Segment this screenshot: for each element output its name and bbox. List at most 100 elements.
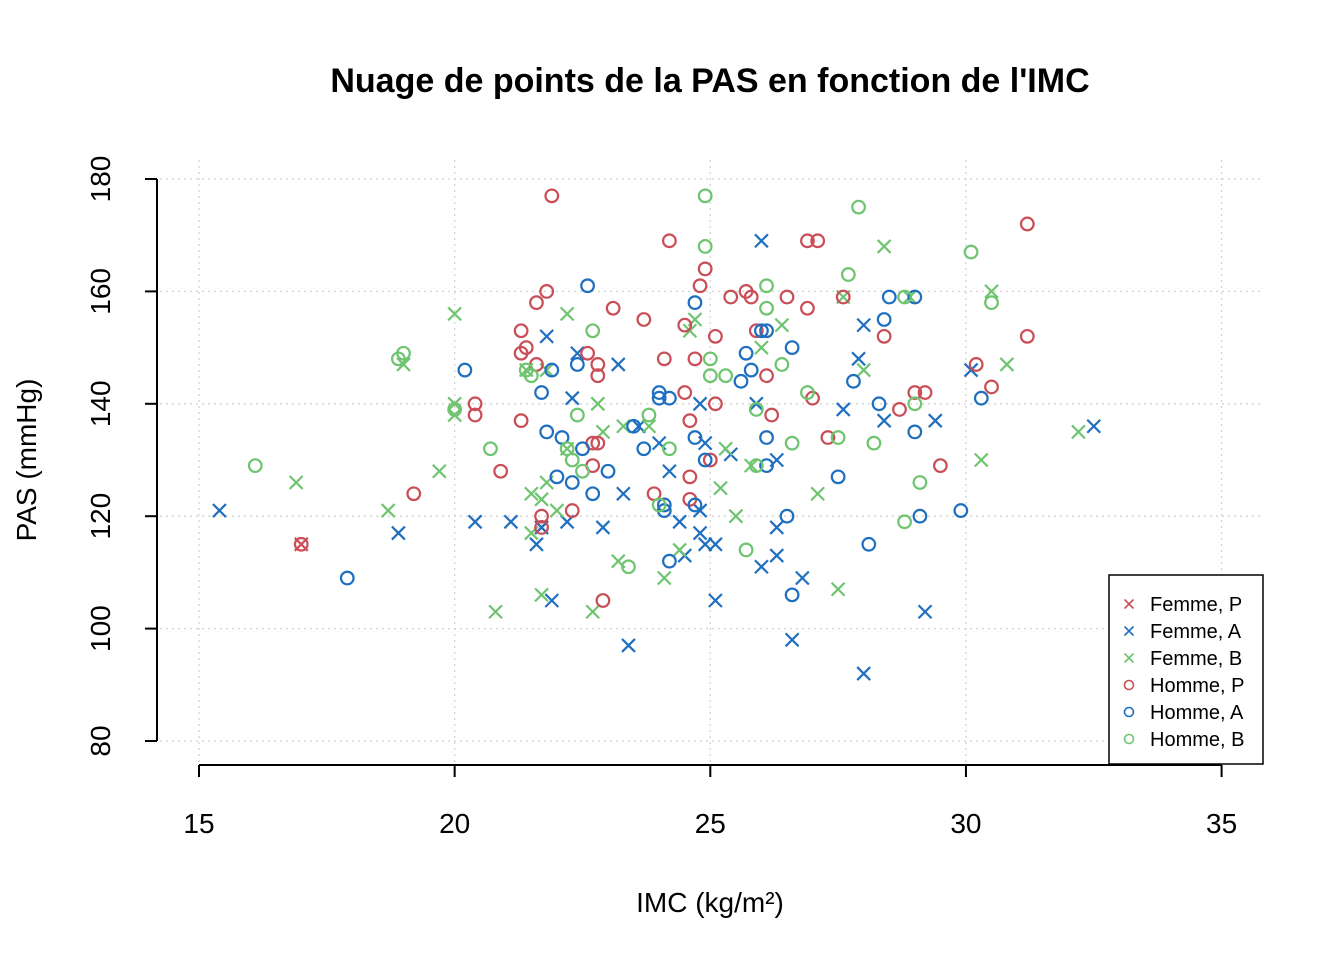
data-point-cross [974, 452, 989, 468]
data-point-cross [621, 638, 636, 653]
data-point-circle [876, 312, 892, 327]
legend-marker [1123, 625, 1135, 637]
data-point-circle [677, 317, 693, 333]
data-point-cross [544, 593, 560, 608]
data-point-circle [687, 295, 703, 311]
data-point-cross [876, 413, 892, 428]
data-point-cross [692, 503, 708, 518]
data-point-circle [396, 345, 411, 361]
data-point-circle [912, 508, 928, 524]
y-tick-label: 180 [85, 156, 116, 203]
data-point-circle [1019, 216, 1035, 232]
data-point-circle [523, 368, 539, 384]
y-tick-label: 100 [85, 605, 116, 652]
data-point-circle [590, 368, 606, 384]
data-point-cross [524, 486, 539, 501]
data-point-circle [912, 475, 928, 490]
data-point-cross [769, 548, 785, 563]
legend-label: Femme, B [1150, 648, 1242, 670]
data-point-cross [784, 632, 800, 648]
data-point-circle [800, 233, 815, 249]
data-point-cross [616, 486, 631, 501]
data-point-cross [641, 419, 657, 434]
data-point-circle [569, 407, 585, 423]
data-point-circle [743, 362, 759, 378]
data-point-circle [467, 396, 483, 412]
data-point-cross [856, 317, 871, 333]
data-point-circle [483, 441, 498, 457]
data-point-cross [697, 537, 713, 552]
data-point-circle [656, 497, 672, 513]
data-point-circle [759, 300, 774, 316]
data-point-cross [692, 396, 708, 412]
x-tick-label: 30 [950, 808, 981, 839]
data-point-cross [830, 581, 846, 597]
data-point-circle [973, 390, 989, 406]
data-point-circle [932, 458, 948, 474]
data-point-circle [651, 390, 667, 406]
data-point-circle [641, 407, 657, 423]
data-point-cross [835, 402, 851, 417]
data-point-circle [677, 385, 693, 400]
data-point-circle [748, 323, 764, 339]
data-point-cross [851, 351, 866, 367]
data-point-cross [467, 514, 483, 530]
data-point-circle [605, 300, 621, 316]
data-point-circle [564, 475, 580, 490]
data-point-circle [800, 385, 815, 400]
data-point-circle [534, 385, 549, 400]
y-axis-label: PAS (mmHg) [11, 379, 42, 542]
x-tick-label: 25 [695, 808, 726, 839]
legend-marker [1123, 733, 1135, 745]
legend-marker [1123, 652, 1135, 664]
chart-title: Nuage de points de la PAS en fonction de… [330, 62, 1089, 100]
data-point-circle [247, 458, 263, 474]
data-point-cross [447, 306, 462, 322]
axes: 15 20 25 30 35 80 100 120 140 160 180 [85, 156, 1237, 839]
legend-marker [1123, 679, 1135, 691]
data-point-circle [1019, 328, 1035, 344]
data-point-cross [692, 525, 708, 541]
data-point-circle [881, 289, 897, 305]
data-point-circle [406, 486, 422, 502]
data-point-cross [902, 289, 917, 305]
y-tick-label: 120 [85, 493, 116, 540]
data-point-circle [840, 267, 856, 282]
legend-label: Femme, A [1150, 621, 1242, 643]
data-point-cross [559, 306, 575, 322]
data-point-cross [539, 329, 554, 344]
data-point-circle [457, 362, 473, 378]
data-point-cross [564, 390, 580, 406]
data-point-circle [846, 373, 861, 389]
data-point-circle [759, 430, 774, 445]
data-point-circle [621, 559, 636, 575]
data-point-cross [585, 604, 600, 620]
data-point-circle [892, 402, 907, 417]
data-point-circle [968, 357, 984, 372]
legend-label: Homme, B [1150, 729, 1244, 751]
data-point-circle [600, 463, 616, 479]
data-point-cross [534, 492, 549, 507]
data-point-circle [723, 289, 739, 305]
data-point-cross [682, 323, 698, 339]
data-point-cross [380, 503, 396, 518]
data-point-circle [748, 458, 764, 474]
data-point-circle [590, 357, 606, 372]
data-point-cross [927, 413, 943, 428]
data-point-cross [534, 587, 549, 603]
data-point-circle [564, 503, 580, 518]
data-point-cross [595, 520, 611, 535]
data-point-cross [590, 396, 606, 412]
data-point-circle [702, 452, 718, 468]
data-point-circle [733, 373, 749, 389]
data-point-circle [447, 402, 463, 417]
data-point-circle [692, 278, 708, 294]
data-point-circle [661, 233, 677, 249]
data-point-circle [534, 520, 549, 535]
legend-marker [1123, 706, 1135, 718]
data-points [212, 188, 1102, 681]
data-point-circle [917, 385, 933, 400]
data-point-cross [769, 520, 785, 535]
data-point-circle [682, 469, 698, 485]
